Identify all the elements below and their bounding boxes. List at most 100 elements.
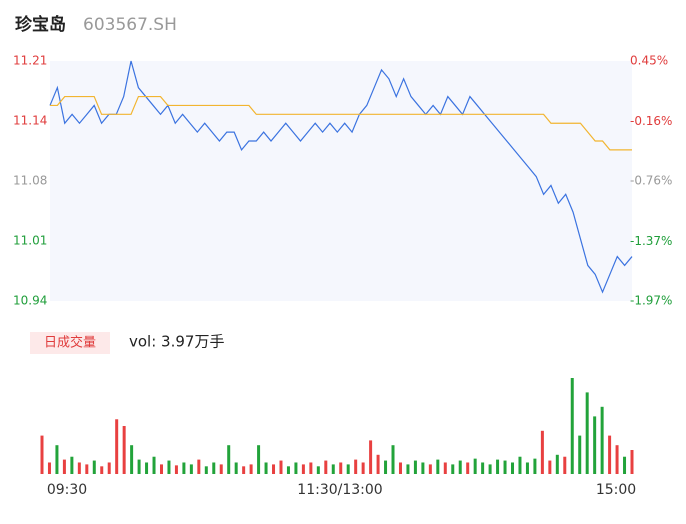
volume-bar [578,435,582,474]
volume-bar [77,462,81,474]
volume-bar [548,460,552,474]
volume-bar [421,462,425,474]
volume-bar [473,458,477,474]
volume-bar [585,392,589,474]
volume-bar [174,465,178,474]
volume-bar [458,460,462,474]
volume-bar [272,464,276,474]
y-tick-label: 11.21 [13,54,47,68]
volume-bar [182,462,186,474]
y2-tick-label: -1.97% [630,294,672,308]
volume-bar [331,464,335,474]
volume-bar [443,462,447,474]
volume-bar [384,460,388,474]
volume-bar [369,440,373,474]
volume-bar [189,464,193,474]
volume-bar [234,462,238,474]
volume-bar [608,435,612,474]
volume-bar [145,462,149,474]
volume-bar [257,445,261,474]
volume-bar [413,460,417,474]
average-line [50,95,632,151]
volume-bar [451,464,455,474]
volume-bar [555,454,559,474]
y-tick-label: 11.14 [13,114,47,128]
volume-bar [593,416,597,474]
time-label: 15:00 [596,482,636,498]
volume-label: 日成交量 [44,335,96,351]
volume-bar [525,462,529,474]
volume-bar [70,456,74,474]
volume-bar [339,462,343,474]
volume-bar [130,445,134,474]
volume-bar [212,462,216,474]
volume-bar [316,466,320,474]
volume-bar [488,464,492,474]
volume-bar [197,459,201,474]
volume-bar [570,378,574,474]
time-label: 09:30 [47,482,87,498]
y-tick-label: 11.01 [13,234,47,248]
volume-bar [249,464,253,474]
volume-bar [354,459,358,474]
volume-bar [518,456,522,474]
volume-bar [242,466,246,474]
volume-bar [376,454,380,474]
stock-code: 603567.SH [83,15,177,35]
volume-bar [600,406,604,474]
volume-bar [361,462,365,474]
volume-bar [159,464,163,474]
volume-bar [92,460,96,474]
y-tick-label: 10.94 [13,294,47,308]
volume-bar [204,466,208,474]
volume-bar [466,462,470,474]
y2-tick-label: -0.16% [630,114,672,128]
y2-tick-label: -0.76% [630,174,672,188]
volume-bar [294,462,298,474]
volume-bar [436,459,440,474]
volume-bar [391,445,395,474]
volume-bar [630,450,634,474]
volume-bar [115,419,119,474]
volume-bar [406,464,410,474]
volume-bar [301,464,305,474]
volume-bar [428,464,432,474]
volume-bar [40,435,44,474]
volume-bar [107,462,111,474]
volume-bar [62,459,66,474]
volume-bar [227,445,231,474]
volume-bar [540,430,544,474]
volume-bar [496,459,500,474]
volume-bar [503,460,507,474]
volume-bar [264,462,268,474]
y2-tick-label: -1.37% [630,234,672,248]
volume-bar [47,462,51,474]
volume-bar [615,445,619,474]
stock-name: 珍宝岛 [15,14,66,35]
volume-bar [563,456,567,474]
price-area [50,61,632,301]
volume-bar [55,445,59,474]
volume-bar [346,464,350,474]
volume-bar [533,458,537,474]
y-tick-label: 11.08 [13,174,47,188]
volume-bar [122,426,126,474]
volume-bar [398,462,402,474]
volume-bar [623,456,627,474]
volume-bar [137,459,141,474]
volume-bar [286,466,290,474]
volume-bar [481,462,485,474]
time-label: 11:30/13:00 [297,482,382,498]
volume-text: vol: 3.97万手 [129,333,224,351]
volume-bar [167,460,171,474]
volume-bar [85,464,89,474]
volume-bar [219,464,223,474]
volume-bar [152,456,156,474]
y2-tick-label: 0.45% [630,54,668,68]
volume-bar [100,466,104,474]
volume-bar [511,462,515,474]
volume-bar [324,460,328,474]
volume-tag [30,332,110,354]
volume-bar [309,462,313,474]
